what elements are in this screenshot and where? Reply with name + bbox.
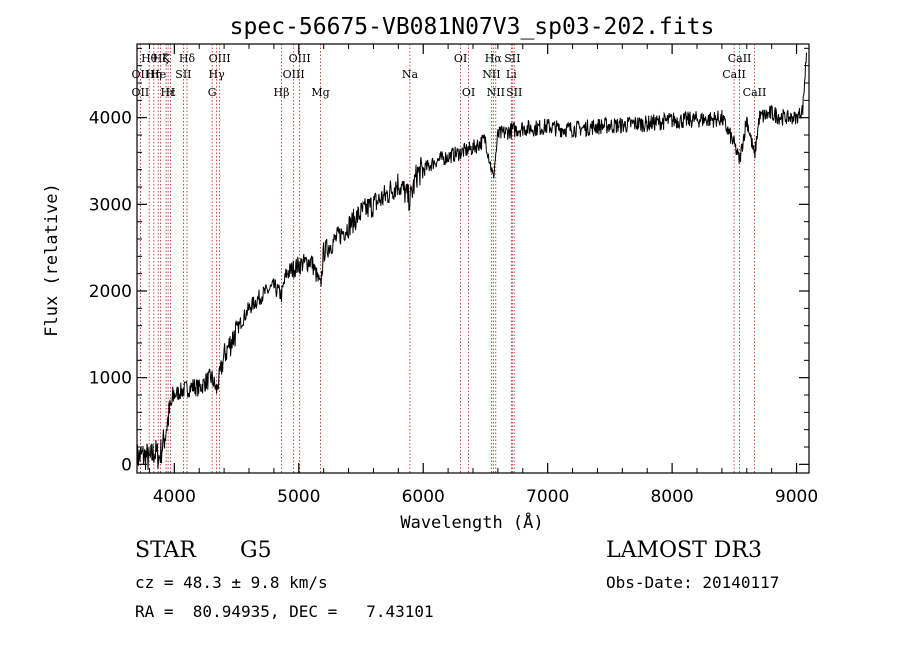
line-label: Na (402, 68, 419, 81)
line-label: Hη (146, 68, 162, 81)
line-label: He (150, 68, 166, 81)
line-label: Hθ (141, 52, 158, 65)
line-label: SII (506, 86, 522, 99)
y-tick-label: 1000 (89, 369, 132, 389)
line-label: Hδ (179, 52, 196, 65)
line-label: G (208, 86, 217, 99)
line-label: Hγ (209, 68, 226, 81)
line-label: Li (506, 68, 517, 81)
line-label: OII (132, 68, 150, 81)
x-tick-label: 6000 (402, 487, 445, 507)
line-label: OIII (283, 68, 305, 81)
x-tick-label: 9000 (775, 487, 818, 507)
line-label: OI (462, 86, 475, 99)
line-label: Hε (160, 86, 176, 99)
plot-frame (136, 43, 810, 474)
x-tick-label: 4000 (153, 487, 196, 507)
y-tick-label: 3000 (89, 195, 132, 215)
line-label: H (166, 86, 176, 99)
object-class: STAR (135, 538, 196, 563)
x-axis-label: Wavelength (Å) (400, 511, 543, 533)
line-markers (139, 44, 755, 473)
line-label: Hζ (153, 52, 169, 65)
x-tick-label: 5000 (277, 487, 320, 507)
redshift-velocity: cz = 48.3 ± 9.8 km/s (135, 573, 328, 592)
line-label: OIII (289, 52, 311, 65)
line-label: NII (487, 86, 505, 99)
line-label: CaII (728, 52, 752, 65)
survey-name: LAMOST DR3 (606, 538, 762, 563)
y-tick-label: 2000 (89, 282, 132, 302)
coordinates: RA = 80.94935, DEC = 7.43101 (135, 602, 434, 621)
object-subclass: G5 (240, 538, 272, 563)
y-tick-label: 0 (121, 455, 132, 475)
observation-date: Obs-Date: 20140117 (606, 573, 780, 592)
axis-ticks: 4000 5000 6000 7000 8000 9000 0 1000 2000 3000 400… (89, 44, 818, 507)
y-tick-label: 4000 (89, 109, 132, 129)
line-label: NII (482, 68, 500, 81)
spectrum-series (136, 52, 807, 473)
line-label: K (162, 52, 171, 65)
chart-title: spec-56675-VB081N07V3_sp03-202.fits (230, 14, 715, 40)
line-label: OII (132, 86, 150, 99)
line-label: SII (175, 68, 191, 81)
line-label: OI (454, 52, 467, 65)
line-label: Hα (485, 52, 503, 65)
spectrum-line (136, 52, 807, 473)
line-label: OIII (209, 52, 231, 65)
line-label: SII (504, 52, 520, 65)
x-tick-label: 8000 (650, 487, 693, 507)
line-label: CaII (722, 68, 746, 81)
y-axis-label: Flux (relative) (42, 183, 62, 337)
line-label: CaII (743, 86, 767, 99)
line-label: Mg (311, 86, 329, 99)
line-label: Hβ (274, 86, 290, 99)
x-tick-label: 7000 (526, 487, 569, 507)
